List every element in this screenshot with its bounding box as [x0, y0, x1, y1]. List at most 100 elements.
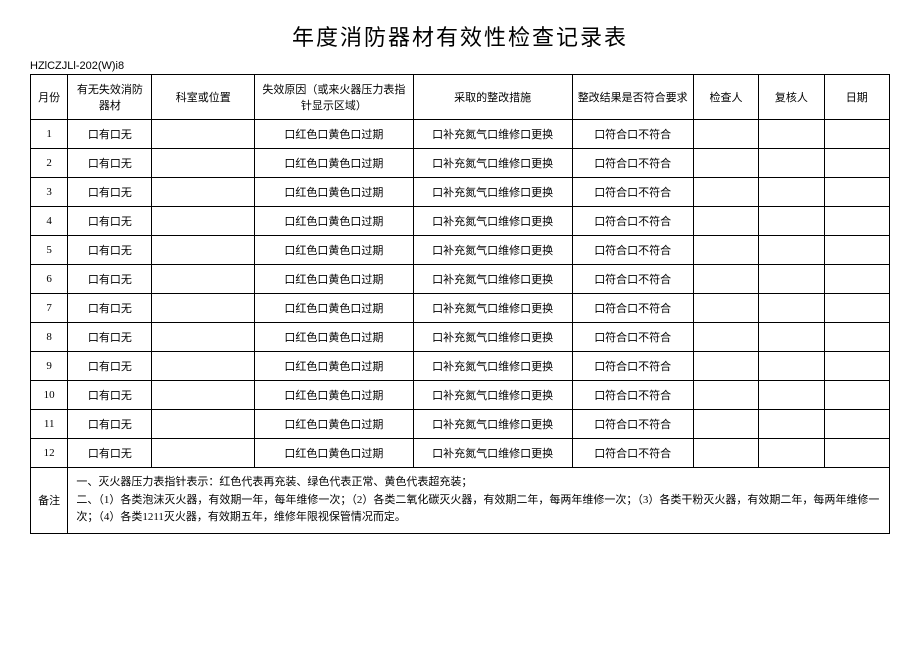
table-cell	[693, 207, 758, 236]
table-cell: 口符合口不符合	[572, 294, 693, 323]
table-cell	[824, 265, 889, 294]
header-location: 科室或位置	[152, 75, 255, 120]
table-cell	[824, 149, 889, 178]
table-cell: 8	[31, 323, 68, 352]
table-cell	[759, 120, 824, 149]
table-cell: 口补充氮气口维修口更换	[413, 439, 572, 468]
table-row: 3口有口无口红色口黄色口过期口补充氮气口维修口更换口符合口不符合	[31, 178, 890, 207]
table-row: 5口有口无口红色口黄色口过期口补充氮气口维修口更换口符合口不符合	[31, 236, 890, 265]
table-cell: 口符合口不符合	[572, 149, 693, 178]
table-cell: 口符合口不符合	[572, 323, 693, 352]
table-cell: 口红色口黄色口过期	[255, 294, 414, 323]
table-cell: 口符合口不符合	[572, 410, 693, 439]
table-cell	[759, 265, 824, 294]
table-cell	[759, 178, 824, 207]
table-row: 1口有口无 口红色口黄色口过期口补充氮气口维修口更换口符合口不符合	[31, 120, 890, 149]
table-cell: 口补充氮气口维修口更换	[413, 352, 572, 381]
page-title: 年度消防器材有效性检查记录表	[30, 20, 890, 52]
table-row: 8口有口无口红色口黄色口过期口补充氮气口维修口更换口符合口不符合	[31, 323, 890, 352]
table-cell	[824, 178, 889, 207]
table-row: 2口有口无口红色口黄色口过期口补充氮气口维修口更换口符合口不符合	[31, 149, 890, 178]
table-cell: 口有口无	[68, 294, 152, 323]
table-cell: 口符合口不符合	[572, 265, 693, 294]
table-cell	[693, 439, 758, 468]
table-cell	[693, 265, 758, 294]
table-cell	[824, 207, 889, 236]
table-cell: 口红色口黄色口过期	[255, 120, 414, 149]
header-month: 月份	[31, 75, 68, 120]
table-cell: 口红色口黄色口过期	[255, 265, 414, 294]
table-row: 4口有口无口红色口黄色口过期口补充氮气口维修口更换口符合口不符合	[31, 207, 890, 236]
table-cell: 口符合口不符合	[572, 381, 693, 410]
table-cell	[824, 236, 889, 265]
table-cell	[152, 120, 255, 149]
table-cell	[759, 294, 824, 323]
table-cell: 口红色口黄色口过期	[255, 236, 414, 265]
header-action: 采取的整改措施	[413, 75, 572, 120]
inspection-table: 月份 有无失效消防器材 科室或位置 失效原因（或来火器压力表指针显示区域） 采取…	[30, 74, 890, 534]
table-row: 6口有口无口红色口黄色口过期口补充氮气口维修口更换口符合口不符合	[31, 265, 890, 294]
header-row: 月份 有无失效消防器材 科室或位置 失效原因（或来火器压力表指针显示区域） 采取…	[31, 75, 890, 120]
table-cell: 口补充氮气口维修口更换	[413, 410, 572, 439]
table-cell: 2	[31, 149, 68, 178]
table-cell	[152, 178, 255, 207]
table-cell: 7	[31, 294, 68, 323]
table-cell: 4	[31, 207, 68, 236]
table-cell: 1	[31, 120, 68, 149]
document-code: HZlCZJLl-202(W)i8	[30, 60, 890, 72]
table-cell: 口有口无	[68, 381, 152, 410]
table-cell: 口补充氮气口维修口更换	[413, 294, 572, 323]
table-cell: 口红色口黄色口过期	[255, 149, 414, 178]
table-row: 9口有口无口红色口黄色口过期口补充氮气口维修口更换口符合口不符合	[31, 352, 890, 381]
table-row: 7口有口无 口红色口黄色口过期口补充氮气口维修口更换口符合口不符合	[31, 294, 890, 323]
header-result: 整改结果是否符合要求	[572, 75, 693, 120]
table-cell: 口补充氮气口维修口更换	[413, 207, 572, 236]
table-cell	[759, 352, 824, 381]
table-cell: 口补充氮气口维修口更换	[413, 381, 572, 410]
table-cell: 口红色口黄色口过期	[255, 439, 414, 468]
header-date: 日期	[824, 75, 889, 120]
header-reason: 失效原因（或来火器压力表指针显示区域）	[255, 75, 414, 120]
table-row: 12口有口无口红色口黄色口过期口补充氮气口维修口更换口符合口不符合	[31, 439, 890, 468]
table-cell: 口符合口不符合	[572, 120, 693, 149]
table-cell	[824, 410, 889, 439]
table-cell: 口符合口不符合	[572, 178, 693, 207]
table-cell	[693, 381, 758, 410]
table-cell: 口符合口不符合	[572, 207, 693, 236]
table-cell	[824, 381, 889, 410]
table-cell: 口有口无	[68, 120, 152, 149]
table-cell: 口补充氮气口维修口更换	[413, 149, 572, 178]
table-cell	[152, 265, 255, 294]
table-cell: 10	[31, 381, 68, 410]
table-cell	[759, 381, 824, 410]
table-cell: 口红色口黄色口过期	[255, 178, 414, 207]
table-row: 11口有口无口红色口黄色口过期口补充氮气口维修口更换口符合口不符合	[31, 410, 890, 439]
table-cell: 口有口无	[68, 265, 152, 294]
table-cell: 11	[31, 410, 68, 439]
table-cell: 口补充氮气口维修口更换	[413, 120, 572, 149]
table-cell: 口有口无	[68, 323, 152, 352]
table-cell	[152, 352, 255, 381]
table-cell: 6	[31, 265, 68, 294]
table-cell	[824, 294, 889, 323]
table-cell: 9	[31, 352, 68, 381]
table-cell	[693, 236, 758, 265]
table-cell: 口红色口黄色口过期	[255, 381, 414, 410]
notes-content: 一、灭火器压力表指针表示：红色代表再充装、绿色代表正常、黄色代表超充装；二、（1…	[68, 468, 890, 534]
header-inspector: 检查人	[693, 75, 758, 120]
table-cell	[152, 207, 255, 236]
table-cell	[152, 149, 255, 178]
table-cell: 3	[31, 178, 68, 207]
table-cell	[824, 352, 889, 381]
table-body: 1口有口无口红色口黄色口过期口补充氮气口维修口更换口符合口不符合2口有口无口红色…	[31, 120, 890, 468]
table-cell: 口有口无	[68, 439, 152, 468]
table-cell	[824, 120, 889, 149]
table-cell: 口有口无	[68, 410, 152, 439]
table-cell	[693, 294, 758, 323]
table-cell: 口有口无	[68, 236, 152, 265]
table-cell: 口有口无	[68, 352, 152, 381]
table-cell	[759, 323, 824, 352]
table-cell: 口补充氮气口维修口更换	[413, 236, 572, 265]
table-cell: 口符合口不符合	[572, 352, 693, 381]
table-cell: 口符合口不符合	[572, 236, 693, 265]
